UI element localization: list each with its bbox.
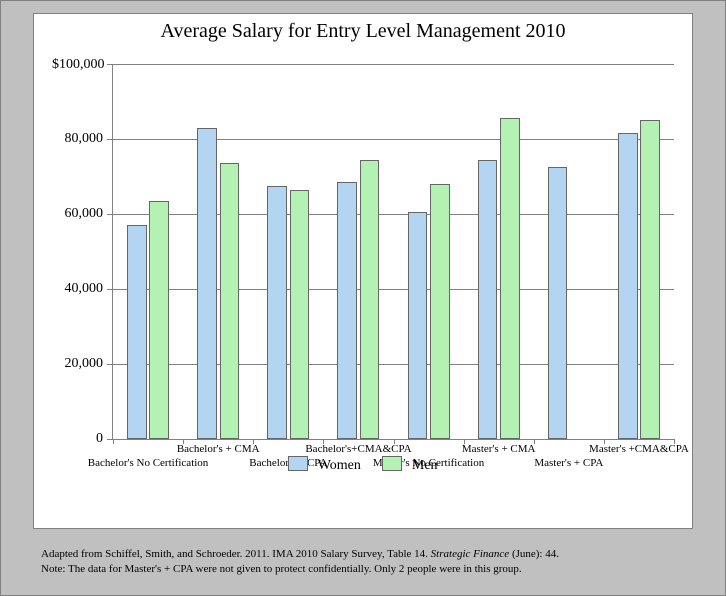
y-tick-label: 40,000 xyxy=(65,281,104,297)
bar-women xyxy=(548,167,568,439)
legend-swatch-women xyxy=(288,456,308,471)
y-tick xyxy=(107,289,113,290)
chart-title: Average Salary for Entry Level Managemen… xyxy=(34,20,692,43)
y-tick xyxy=(107,364,113,365)
y-tick-label: 60,000 xyxy=(65,206,104,222)
bar-men xyxy=(220,163,240,439)
bar-women xyxy=(127,225,147,439)
bar-men xyxy=(290,190,310,439)
y-max-label: $100,000 xyxy=(52,57,105,73)
y-tick xyxy=(107,64,113,65)
footnote-line-1: Adapted from Schiffel, Smith, and Schroe… xyxy=(41,547,685,562)
bar-men xyxy=(640,120,660,439)
bar-men xyxy=(500,118,520,439)
y-tick-label: 20,000 xyxy=(65,356,104,372)
x-tick-label: Bachelor's + CMA xyxy=(177,443,260,455)
footnotes: Adapted from Schiffel, Smith, and Schroe… xyxy=(41,547,685,577)
bar-women xyxy=(267,186,287,439)
y-tick-label: 80,000 xyxy=(65,131,104,147)
bar-women xyxy=(478,160,498,439)
bar-women xyxy=(337,182,357,439)
footnote-line-2: Note: The data for Master's + CPA were n… xyxy=(41,562,685,577)
legend: Women Men xyxy=(34,456,692,474)
bar-men xyxy=(360,160,380,439)
legend-swatch-men xyxy=(382,456,402,471)
chart-container: Average Salary for Entry Level Managemen… xyxy=(0,0,726,596)
legend-label-men: Men xyxy=(412,458,438,473)
x-tick-label: Master's + CMA xyxy=(462,443,536,455)
bar-men xyxy=(430,184,450,439)
bar-women xyxy=(618,133,638,439)
y-tick xyxy=(107,214,113,215)
footnote-1-suffix: (June): 44. xyxy=(512,548,559,560)
bar-women xyxy=(408,212,428,439)
legend-label-women: Women xyxy=(318,458,361,473)
gridline xyxy=(113,64,674,65)
bar-men xyxy=(149,201,169,439)
footnote-1-italic: Strategic Finance xyxy=(431,548,512,560)
y-tick xyxy=(107,139,113,140)
plot-area: 020,00040,00060,00080,000Bachelor's No C… xyxy=(112,64,674,440)
x-tick-label: Master's +CMA&CPA xyxy=(589,443,689,455)
footnote-1-prefix: Adapted from Schiffel, Smith, and Schroe… xyxy=(41,548,431,560)
x-tick xyxy=(113,439,114,444)
y-tick-label: 0 xyxy=(96,431,103,447)
x-tick-label: Bachelor's+CMA&CPA xyxy=(305,443,411,455)
bar-women xyxy=(197,128,217,439)
chart-frame: Average Salary for Entry Level Managemen… xyxy=(33,13,693,529)
